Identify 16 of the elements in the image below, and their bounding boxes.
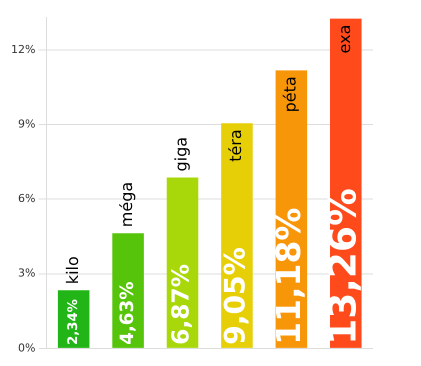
data-label: 4,63%	[116, 281, 138, 345]
x-tick-label: méga	[117, 182, 136, 228]
data-label: 9,05%	[218, 247, 252, 345]
x-tick-label: téra	[226, 129, 246, 162]
y-tick-label: 6%	[18, 192, 36, 206]
x-tick-label: kilo	[62, 256, 82, 284]
data-label: 11,18%	[268, 208, 308, 345]
data-label: 6,87%	[166, 264, 195, 345]
x-tick-label: giga	[172, 136, 191, 172]
y-tick-label: 0%	[18, 341, 36, 354]
data-label: 2,34%	[66, 299, 82, 345]
x-tick-label: péta	[280, 76, 300, 112]
x-tick-label: exa	[334, 24, 354, 54]
y-tick-label: 12%	[10, 42, 36, 56]
y-tick-label: 9%	[18, 117, 36, 130]
y-tick-label: 3%	[18, 266, 36, 280]
